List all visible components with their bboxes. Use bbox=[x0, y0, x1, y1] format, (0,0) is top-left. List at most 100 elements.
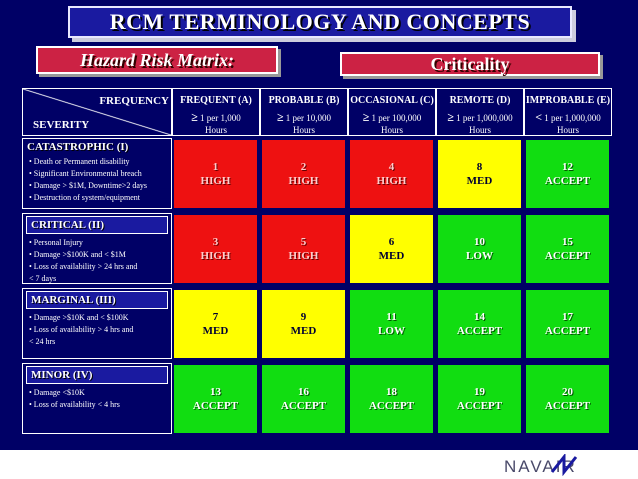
risk-cell: 5 HIGH bbox=[262, 215, 345, 283]
severity-title: CRITICAL (II) bbox=[26, 216, 168, 234]
risk-index: 16 bbox=[298, 385, 309, 398]
severity-description: • Death or Permanent disability bbox=[29, 157, 130, 166]
severity-description: • Loss of availability > 24 hrs and bbox=[29, 262, 138, 271]
severity-label: SEVERITY bbox=[33, 119, 90, 131]
risk-cell: 10 LOW bbox=[438, 215, 521, 283]
risk-cell: 7 MED bbox=[174, 290, 257, 358]
severity-row-header: CATASTROPHIC (I) • Death or Permanent dis… bbox=[22, 138, 172, 209]
risk-level: ACCEPT bbox=[456, 324, 503, 337]
svg-text:NAVAIR: NAVAIR bbox=[504, 457, 577, 476]
risk-level: MED bbox=[466, 174, 493, 187]
severity-description: • Personal Injury bbox=[29, 238, 83, 247]
risk-index: 3 bbox=[212, 235, 219, 248]
risk-cell: 15 ACCEPT bbox=[526, 215, 609, 283]
severity-description: • Destruction of system/equipment bbox=[29, 193, 141, 202]
matrix-corner: FREQUENCY SEVERITY bbox=[22, 88, 172, 136]
column-header: PROBABLE (B) ≥ 1 per 10,000 Hours bbox=[260, 88, 348, 136]
risk-index: 18 bbox=[386, 385, 397, 398]
risk-level: ACCEPT bbox=[192, 399, 239, 412]
risk-cell: 13 ACCEPT bbox=[174, 365, 257, 433]
risk-cell: 12 ACCEPT bbox=[526, 140, 609, 208]
risk-index: 10 bbox=[474, 235, 485, 248]
risk-cell: 18 ACCEPT bbox=[350, 365, 433, 433]
risk-level: ACCEPT bbox=[544, 399, 591, 412]
column-unit: Hours bbox=[469, 125, 491, 135]
severity-description: • Loss of availability < 4 hrs bbox=[29, 400, 120, 409]
risk-level: HIGH bbox=[376, 174, 407, 187]
severity-description: • Loss of availability > 4 hrs and bbox=[29, 325, 134, 334]
column-unit: Hours bbox=[381, 125, 403, 135]
risk-index: 6 bbox=[388, 235, 395, 248]
risk-cell: 6 MED bbox=[350, 215, 433, 283]
risk-index: 14 bbox=[474, 310, 485, 323]
risk-level: LOW bbox=[466, 249, 493, 262]
severity-title: CATASTROPHIC (I) bbox=[27, 141, 129, 153]
column-rate: ≥ 1 per 1,000 bbox=[173, 110, 259, 125]
risk-cell: 3 HIGH bbox=[174, 215, 257, 283]
risk-index: 17 bbox=[562, 310, 573, 323]
column-header: REMOTE (D) ≥ 1 per 1,000,000 Hours bbox=[436, 88, 524, 136]
risk-cell: 9 MED bbox=[262, 290, 345, 358]
rate-value: 1 per 1,000,000 bbox=[544, 113, 601, 123]
severity-title: MARGINAL (III) bbox=[26, 291, 168, 309]
risk-level: ACCEPT bbox=[544, 249, 591, 262]
column-name: OCCASIONAL (C) bbox=[350, 95, 434, 106]
severity-description: • Damage > $1M, Downtime>2 days bbox=[29, 181, 148, 190]
subtitle-criticality: Criticality bbox=[340, 52, 600, 76]
risk-cell: 14 ACCEPT bbox=[438, 290, 521, 358]
risk-level: HIGH bbox=[200, 249, 231, 262]
severity-description: • Significant Environmental breach bbox=[29, 169, 142, 178]
risk-index: 8 bbox=[476, 160, 483, 173]
column-name: IMPROBABLE (E) bbox=[525, 95, 611, 106]
risk-level: ACCEPT bbox=[456, 399, 503, 412]
column-header: FREQUENT (A) ≥ 1 per 1,000 Hours bbox=[172, 88, 260, 136]
column-rate: ≥ 1 per 10,000 bbox=[261, 110, 347, 125]
risk-index: 19 bbox=[474, 385, 485, 398]
risk-level: HIGH bbox=[288, 174, 319, 187]
risk-cell: 11 LOW bbox=[350, 290, 433, 358]
column-rate: ≥ 1 per 1,000,000 bbox=[437, 110, 523, 125]
subtitle-hazard-risk-matrix: Hazard Risk Matrix: bbox=[36, 46, 278, 74]
risk-index: 13 bbox=[210, 385, 221, 398]
severity-description: < 7 days bbox=[29, 274, 57, 283]
risk-cell: 19 ACCEPT bbox=[438, 365, 521, 433]
risk-index: 20 bbox=[562, 385, 573, 398]
frequency-label: FREQUENCY bbox=[99, 95, 169, 107]
risk-level: ACCEPT bbox=[544, 324, 591, 337]
severity-description: < 24 hrs bbox=[29, 337, 56, 346]
risk-cell: 8 MED bbox=[438, 140, 521, 208]
risk-index: 9 bbox=[300, 310, 307, 323]
rate-symbol: ≥ bbox=[191, 110, 198, 124]
column-name: REMOTE (D) bbox=[449, 95, 511, 106]
risk-index: 12 bbox=[562, 160, 573, 173]
column-rate: ≥ 1 per 100,000 bbox=[349, 110, 435, 125]
column-header: IMPROBABLE (E) < 1 per 1,000,000 Hours bbox=[524, 88, 612, 136]
severity-description: • Damage >$100K and < $1M bbox=[29, 250, 126, 259]
hazard-risk-matrix: FREQUENCY SEVERITY FREQUENT (A) ≥ 1 per 1… bbox=[22, 88, 612, 438]
risk-level: MED bbox=[378, 249, 405, 262]
rate-value: 1 per 1,000 bbox=[200, 113, 241, 123]
risk-level: HIGH bbox=[288, 249, 319, 262]
column-unit: Hours bbox=[205, 125, 227, 135]
risk-cell: 1 HIGH bbox=[174, 140, 257, 208]
rate-value: 1 per 1,000,000 bbox=[456, 113, 513, 123]
rate-value: 1 per 10,000 bbox=[285, 113, 332, 123]
severity-row-header: CRITICAL (II) • Personal Injury • Damage >… bbox=[22, 213, 172, 284]
severity-description: • Damage <$10K bbox=[29, 388, 85, 397]
column-unit: Hours bbox=[557, 125, 579, 135]
risk-level: MED bbox=[202, 324, 229, 337]
title-banner: RCM TERMINOLOGY AND CONCEPTS bbox=[68, 6, 572, 38]
column-header: OCCASIONAL (C) ≥ 1 per 100,000 Hours bbox=[348, 88, 436, 136]
risk-cell: 2 HIGH bbox=[262, 140, 345, 208]
risk-index: 2 bbox=[300, 160, 307, 173]
risk-level: HIGH bbox=[200, 174, 231, 187]
rate-symbol: ≥ bbox=[276, 110, 284, 124]
risk-index: 4 bbox=[388, 160, 395, 173]
page-title: RCM TERMINOLOGY AND CONCEPTS bbox=[109, 9, 531, 34]
risk-level: ACCEPT bbox=[368, 399, 415, 412]
column-unit: Hours bbox=[293, 125, 315, 135]
severity-row-header: MINOR (IV) • Damage <$10K • Loss of availa… bbox=[22, 363, 172, 434]
risk-index: 1 bbox=[212, 160, 219, 173]
footer: NAVAIR bbox=[0, 450, 638, 479]
rate-value: 1 per 100,000 bbox=[371, 113, 422, 123]
